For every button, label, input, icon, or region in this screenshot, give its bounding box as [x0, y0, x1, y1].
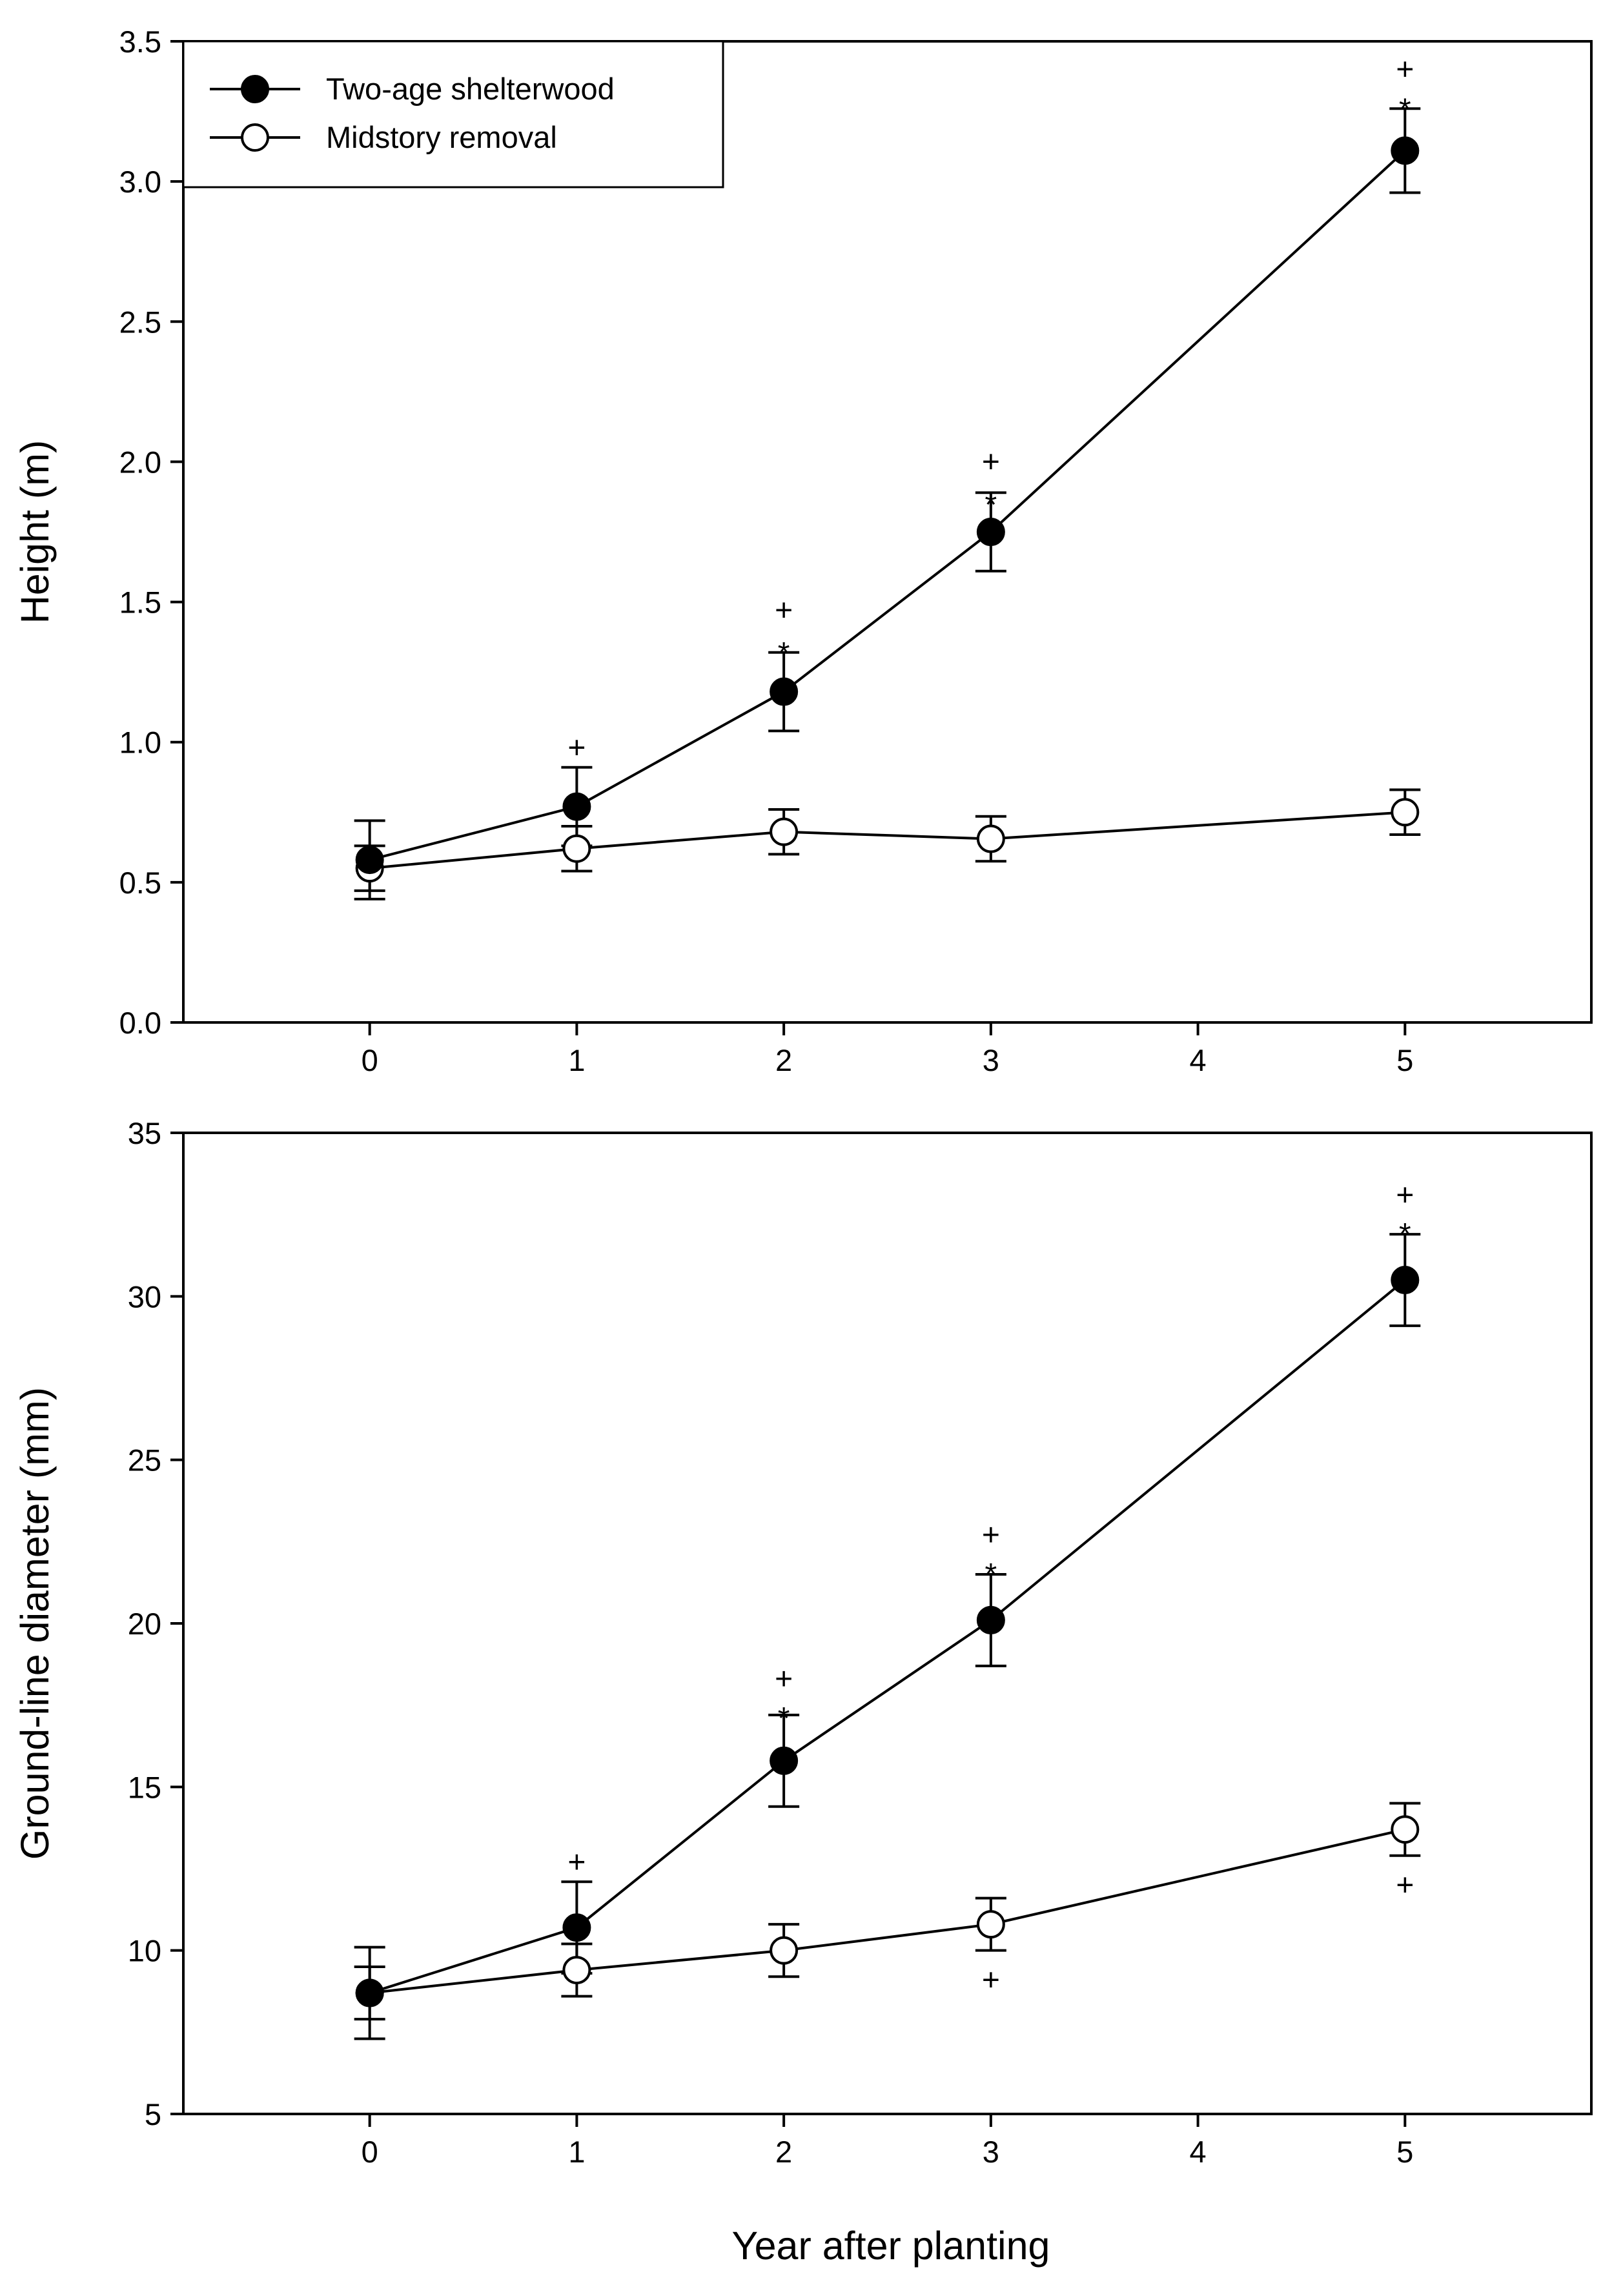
height-point-shelterwood	[976, 518, 1005, 546]
diameter-significance-marks: + + * + * + * + +	[567, 1178, 1414, 1997]
height-plus-mark: +	[567, 731, 586, 765]
height-plus-mark: +	[982, 445, 1000, 479]
height-x-tick-label: 5	[1396, 1043, 1413, 1077]
diameter-x-tick-label: 3	[983, 2135, 999, 2169]
diameter-point-shelterwood	[1391, 1266, 1420, 1294]
height-significance-marks: + + * + * + *	[567, 52, 1414, 765]
diameter-x-tick-label: 5	[1396, 2135, 1413, 2169]
height-y-tick-label: 3.0	[119, 165, 161, 199]
height-y-tick-label: 0.5	[119, 866, 161, 900]
height-point-shelterwood	[355, 846, 384, 875]
diameter-x-tick-label: 4	[1190, 2135, 1207, 2169]
diameter-plus-mark: +	[982, 1518, 1000, 1552]
diameter-plus-mark: +	[567, 1845, 586, 1880]
diameter-point-shelterwood	[976, 1605, 1005, 1634]
diameter-y-tick-label: 20	[128, 1607, 161, 1641]
height-y-tick-label: 0.0	[119, 1006, 161, 1040]
diameter-point-shelterwood	[770, 1746, 799, 1775]
diameter-data-points	[355, 1266, 1420, 2007]
diameter-y-tick-label: 15	[128, 1770, 161, 1804]
height-plot-frame	[182, 40, 1593, 1024]
diameter-asterisk-mark: *	[1399, 1217, 1411, 1252]
diameter-x-tick-label: 1	[568, 2135, 585, 2169]
diameter-plus-mark: +	[775, 1662, 793, 1696]
diameter-x-tick-label: 2	[775, 2135, 792, 2169]
x-axis-title: Year after planting	[732, 2224, 1050, 2268]
diameter-line-midstory	[369, 1828, 1405, 1995]
diameter-point-shelterwood	[562, 1913, 591, 1942]
height-x-tick-label: 1	[568, 1043, 585, 1077]
diameter-plot-frame	[182, 1132, 1593, 2115]
diameter-asterisk-mark: *	[985, 1558, 997, 1592]
height-panel: 0 1 2 3 4 5 0.0 0.5 1.0 1.5 2.0 2.5 3.0 3.5 + + * + * + * H…	[13, 25, 1593, 1077]
legend-marker-open-circle	[241, 123, 269, 152]
diameter-plus-mark: +	[982, 1963, 1000, 1997]
height-point-midstory	[562, 834, 591, 863]
height-y-tick-label: 3.5	[119, 25, 161, 59]
height-point-shelterwood	[1391, 136, 1420, 165]
diameter-y-tick-label: 5	[145, 2097, 161, 2131]
height-y-tick-label: 2.0	[119, 445, 161, 479]
height-line-shelterwood	[369, 149, 1406, 862]
legend-box	[182, 40, 724, 188]
height-y-tick-label: 2.5	[119, 305, 161, 339]
diameter-tick-labels: 0 1 2 3 4 5 5 10 15 20 25 30 35	[128, 1116, 1414, 2169]
diameter-axis-ticks	[170, 1132, 1407, 2127]
height-y-axis-title: Height (m)	[13, 440, 57, 624]
diameter-line-shelterwood	[369, 1279, 1406, 1995]
diameter-plus-mark: +	[1396, 1868, 1414, 1902]
diameter-panel: 0 1 2 3 4 5 5 10 15 20 25 30 35 + + * + * + * + + Ground-lin…	[13, 1116, 1593, 2268]
diameter-point-shelterwood	[355, 1978, 384, 2007]
height-axis-ticks	[170, 40, 1407, 1035]
legend-marker-filled-circle	[241, 75, 269, 103]
height-asterisk-mark: *	[985, 488, 997, 522]
height-y-tick-label: 1.5	[119, 585, 161, 620]
legend-label-shelterwood: Two-age shelterwood	[326, 72, 615, 106]
diameter-point-midstory	[770, 1936, 799, 1965]
legend: Two-age shelterwood Midstory removal	[182, 40, 724, 188]
height-y-tick-label: 1.0	[119, 726, 161, 760]
diameter-y-tick-label: 35	[128, 1116, 161, 1150]
height-point-midstory	[770, 817, 799, 846]
diameter-x-tick-label: 0	[362, 2135, 378, 2169]
diameter-error-bars	[354, 1233, 1421, 2040]
diameter-y-tick-label: 30	[128, 1279, 161, 1314]
diameter-asterisk-mark: *	[778, 1702, 790, 1736]
height-point-midstory	[1391, 798, 1420, 827]
height-error-bars	[354, 107, 1421, 900]
height-asterisk-mark: *	[1399, 93, 1411, 127]
height-tick-labels: 0 1 2 3 4 5 0.0 0.5 1.0 1.5 2.0 2.5 3.0 3.5	[119, 25, 1414, 1077]
height-plus-mark: +	[1396, 52, 1414, 86]
diameter-point-midstory	[976, 1910, 1005, 1939]
height-x-tick-label: 4	[1190, 1043, 1207, 1077]
diameter-y-tick-label: 10	[128, 1934, 161, 1968]
height-x-tick-label: 3	[983, 1043, 999, 1077]
diameter-y-tick-label: 25	[128, 1443, 161, 1478]
height-point-midstory	[976, 824, 1005, 853]
diameter-plus-mark: +	[1396, 1178, 1414, 1212]
diameter-series-lines	[369, 1279, 1406, 1995]
diameter-y-axis-title: Ground-line diameter (mm)	[13, 1387, 57, 1860]
height-x-tick-label: 0	[362, 1043, 378, 1077]
height-plus-mark: +	[775, 594, 793, 628]
height-point-shelterwood	[770, 677, 799, 706]
height-series-lines	[369, 149, 1406, 870]
height-asterisk-mark: *	[778, 636, 790, 671]
height-x-tick-label: 2	[775, 1043, 792, 1077]
height-data-points	[355, 136, 1420, 883]
height-point-shelterwood	[562, 792, 591, 821]
legend-label-midstory: Midstory removal	[326, 120, 557, 154]
diameter-point-midstory	[562, 1956, 591, 1985]
diameter-point-midstory	[1391, 1815, 1420, 1844]
